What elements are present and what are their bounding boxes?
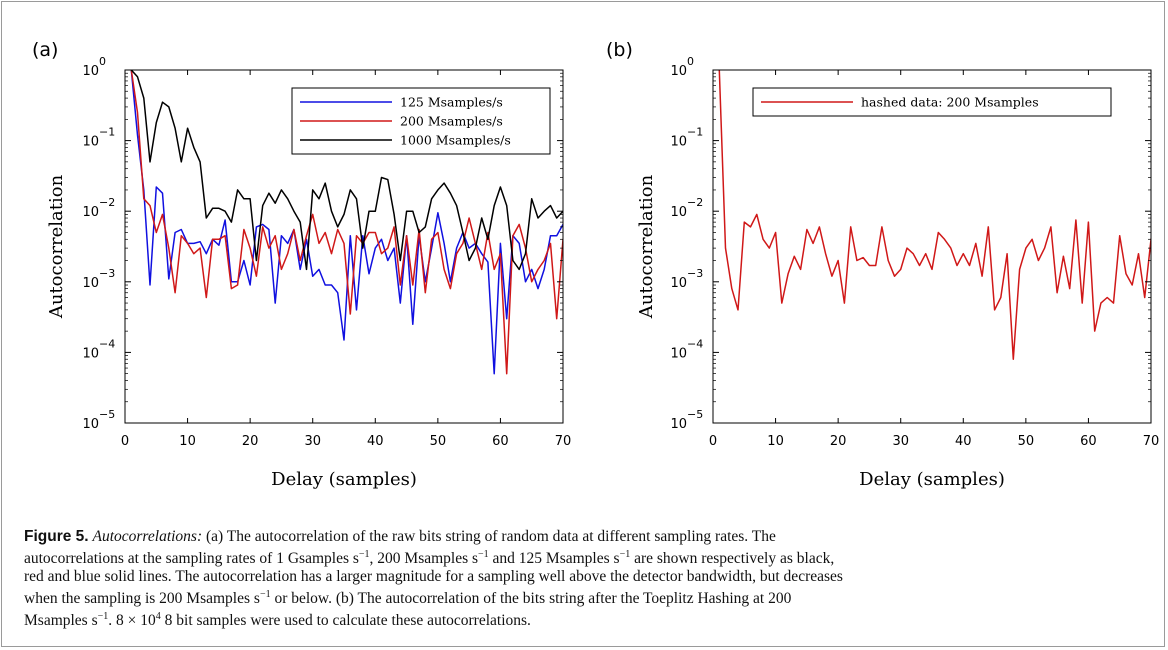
plot-frame <box>124 69 564 424</box>
caption-text: autocorrelations at the sampling rates o… <box>24 550 359 568</box>
x-tick-label: 10 <box>767 434 784 449</box>
panel-b: (b)0 10 20 30 40 50 60 7010010−110−210−310−410−… <box>606 39 1160 490</box>
figure-svg: (a)0 10 20 30 40 50 60 7010010−110−210−310−410−… <box>32 39 1160 490</box>
figure-caption: Figure 5. Autocorrelations: (a) The auto… <box>24 528 1144 630</box>
y-tick-label: 10 <box>82 135 99 150</box>
y-tick-label: 10 <box>82 64 99 79</box>
series-line-1 <box>718 70 1151 360</box>
x-tick-label: 30 <box>892 434 909 449</box>
plot-frame <box>712 69 1152 424</box>
y-tick-exponent: −2 <box>99 196 115 209</box>
y-tick-label: 10 <box>670 346 687 361</box>
x-tick-label: 0 <box>709 434 717 449</box>
y-tick-label: 10 <box>82 346 99 361</box>
caption-text: or below. (b) The autocorrelation of the… <box>270 590 792 608</box>
figure-label: Figure 5. <box>24 528 89 545</box>
legend: hashed data: 200 Msamples <box>752 87 1112 117</box>
y-tick-label: 10 <box>670 276 687 291</box>
legend: 125 Msamples/s 200 Msamples/s 1000 Msample… <box>291 87 551 155</box>
x-tick-label: 40 <box>367 434 384 449</box>
series-line-2 <box>130 70 563 375</box>
y-axis-title: Autocorrelation <box>636 174 657 319</box>
y-tick-exponent: −1 <box>687 126 703 139</box>
caption-text: when the sampling is 200 Msamples s <box>24 590 260 608</box>
caption-line-1: Figure 5. Autocorrelations: (a) The auto… <box>24 528 1144 546</box>
x-tick-label: 20 <box>242 434 259 449</box>
panel-label: (b) <box>606 39 633 61</box>
y-tick-label: 10 <box>82 276 99 291</box>
x-axis-title: Delay (samples) <box>271 469 417 490</box>
caption-text: . 8 × 10 <box>108 612 156 630</box>
x-tick-label: 40 <box>955 434 972 449</box>
y-tick-label: 10 <box>670 417 687 432</box>
x-tick-label: 50 <box>430 434 447 449</box>
caption-line-5: Msamples s−1. 8 × 104 8 bit samples were… <box>24 608 1144 630</box>
caption-line-4: when the sampling is 200 Msamples s−1 or… <box>24 586 1144 608</box>
caption-text: (a) The autocorrelation of the raw bits … <box>202 528 776 545</box>
legend-label: 1000 Msamples/s <box>400 133 511 148</box>
y-tick-label: 10 <box>670 135 687 150</box>
x-axis-title: Delay (samples) <box>859 469 1005 490</box>
caption-line-3: red and blue solid lines. The autocorrel… <box>24 568 1144 586</box>
y-tick-exponent: 0 <box>99 55 106 68</box>
x-tick-label: 10 <box>179 434 196 449</box>
y-tick-exponent: −5 <box>687 408 703 421</box>
legend-label: 125 Msamples/s <box>400 95 503 110</box>
y-tick-label: 10 <box>670 64 687 79</box>
y-tick-exponent: 0 <box>687 55 694 68</box>
caption-superscript: −1 <box>478 549 489 560</box>
caption-superscript: −1 <box>97 611 109 623</box>
x-tick-label: 50 <box>1018 434 1035 449</box>
y-tick-exponent: −3 <box>99 267 115 280</box>
x-tick-label: 60 <box>492 434 509 449</box>
y-tick-exponent: −5 <box>99 408 115 421</box>
caption-superscript: −1 <box>259 589 271 601</box>
y-tick-exponent: −4 <box>687 337 703 350</box>
panel-label: (a) <box>32 39 58 61</box>
x-tick-label: 20 <box>830 434 847 449</box>
x-tick-label: 70 <box>1143 434 1160 449</box>
legend-label: 200 Msamples/s <box>400 114 503 129</box>
x-tick-label: 60 <box>1080 434 1097 449</box>
caption-superscript: −1 <box>358 549 370 560</box>
series-line-3 <box>130 70 563 271</box>
caption-text: 8 bit samples were used to calculate the… <box>160 612 531 630</box>
caption-text: , 200 Msamples s <box>369 550 479 568</box>
x-tick-label: 70 <box>555 434 572 449</box>
x-tick-label: 30 <box>304 434 321 449</box>
caption-text: are shown respectively as black, <box>630 550 835 568</box>
panel-a: (a)0 10 20 30 40 50 60 7010010−110−210−310−410−… <box>32 39 572 490</box>
y-tick-label: 10 <box>82 205 99 220</box>
caption-line-2: autocorrelations at the sampling rates o… <box>24 546 1144 568</box>
y-tick-exponent: −3 <box>687 267 703 280</box>
y-tick-label: 10 <box>82 417 99 432</box>
y-tick-exponent: −4 <box>99 337 115 350</box>
caption-text: and 125 Msamples s <box>488 550 620 568</box>
legend-label: hashed data: 200 Msamples <box>861 95 1039 110</box>
y-tick-exponent: −1 <box>99 126 115 139</box>
caption-text: red and blue solid lines. The autocorrel… <box>24 568 843 586</box>
y-tick-label: 10 <box>670 205 687 220</box>
x-tick-label: 0 <box>121 434 129 449</box>
caption-superscript: 4 <box>155 611 161 623</box>
caption-superscript: −1 <box>619 549 631 560</box>
y-axis-title: Autocorrelation <box>46 174 67 319</box>
caption-text: Msamples s <box>24 612 98 630</box>
caption-title: Autocorrelations: <box>92 528 203 545</box>
y-tick-exponent: −2 <box>687 196 703 209</box>
